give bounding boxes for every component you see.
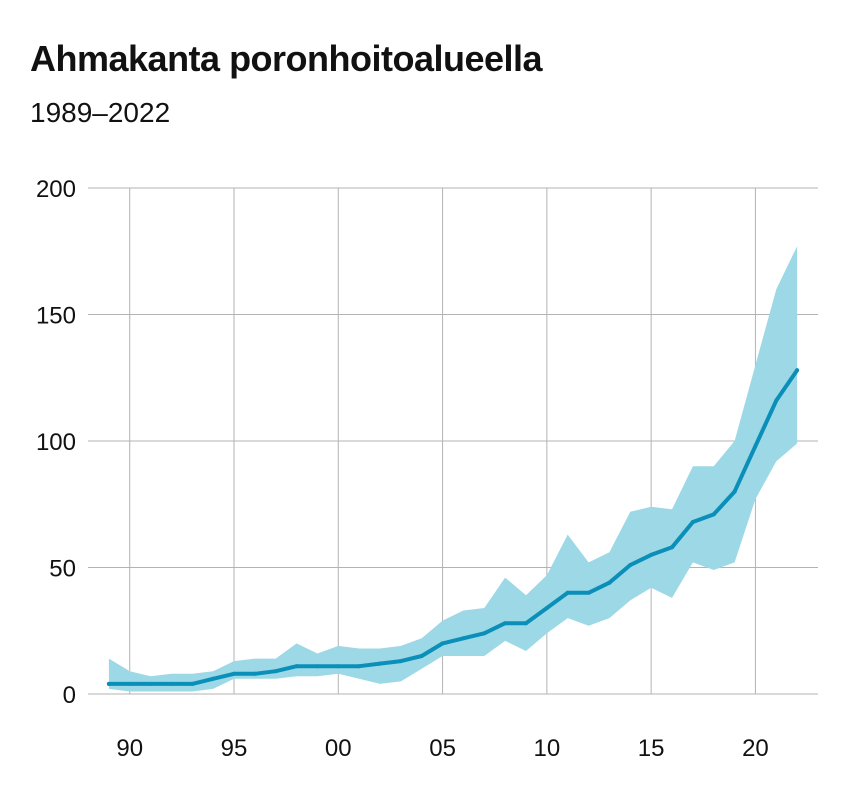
estimate-point-2006 (461, 636, 466, 641)
estimate-point-2007 (482, 631, 487, 636)
estimate-point-2013 (607, 580, 612, 585)
band-area (108, 246, 798, 692)
estimate-point-2019 (732, 489, 737, 494)
y-tick-label: 0 (63, 682, 76, 709)
estimate-point-1991 (148, 681, 153, 686)
x-tick-label: 00 (325, 735, 352, 762)
estimate-point-1995 (232, 671, 236, 676)
estimate-point-1990 (127, 681, 132, 686)
y-tick-label: 200 (36, 176, 76, 203)
estimate-point-2004 (419, 654, 424, 658)
estimate-point-2000 (336, 664, 341, 669)
x-axis-ticks: 90 95 00 05 10 15 20 (116, 735, 768, 762)
y-tick-label: 150 (36, 303, 76, 330)
confidence-band (108, 246, 798, 692)
estimate-point-2010 (544, 606, 549, 610)
data-points (106, 368, 800, 686)
estimate-line-path (106, 368, 800, 686)
estimate-point-2021 (774, 398, 779, 403)
x-tick-label: 15 (638, 735, 665, 762)
estimate-line (106, 368, 800, 686)
estimate-point-2008 (503, 621, 508, 626)
estimate-point-1989 (106, 681, 111, 686)
estimate-point-2018 (711, 512, 716, 517)
estimate-point-2014 (628, 563, 633, 567)
estimate-point-1994 (211, 676, 216, 681)
estimate-point-2017 (690, 520, 695, 524)
estimate-point-2001 (357, 664, 362, 669)
x-tick-label: 10 (534, 735, 561, 762)
estimate-point-1997 (273, 669, 278, 674)
x-tick-label: 20 (742, 735, 769, 762)
estimate-point-1992 (169, 681, 174, 686)
y-axis-ticks: 0 50 100 150 200 (36, 176, 76, 709)
estimate-point-2020 (753, 444, 758, 449)
chart-title: Ahmakanta poronhoitoalueella (30, 38, 543, 79)
estimate-point-2012 (586, 590, 591, 595)
estimate-point-2015 (649, 552, 654, 557)
estimate-point-1999 (315, 664, 320, 669)
x-tick-label: 90 (116, 735, 143, 762)
estimate-point-2022 (795, 368, 800, 373)
estimate-point-1998 (294, 664, 299, 669)
estimate-point-1996 (252, 671, 257, 676)
x-tick-label: 95 (221, 735, 248, 762)
y-tick-label: 100 (36, 429, 76, 456)
estimate-point-2005 (440, 641, 445, 646)
y-tick-label: 50 (49, 556, 76, 583)
estimate-point-2002 (378, 661, 382, 666)
estimate-point-2003 (398, 659, 403, 664)
chart-subtitle: 1989–2022 (30, 97, 171, 128)
estimate-point-2016 (670, 545, 674, 550)
estimate-point-2011 (565, 590, 570, 595)
estimate-point-2009 (524, 621, 528, 626)
estimate-point-1993 (190, 681, 195, 686)
x-tick-label: 05 (429, 735, 456, 762)
